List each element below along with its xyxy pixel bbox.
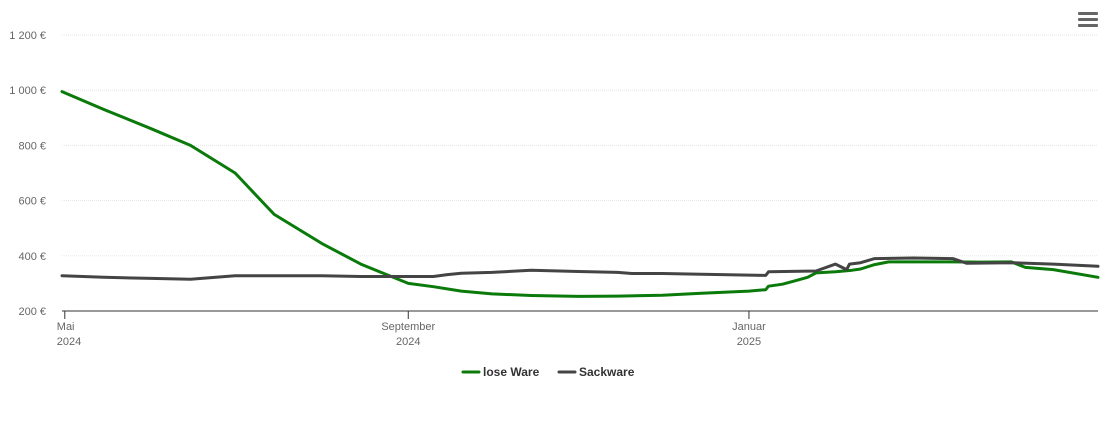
- y-axis: 200 € 400 € 600 € 800 € 1 000 € 1 200 €: [9, 30, 46, 318]
- legend-item-label[interactable]: Sackware: [579, 365, 635, 379]
- y-tick-label: 800 €: [18, 140, 46, 152]
- grid-lines: [62, 34, 1098, 257]
- series-lines: [60, 90, 1100, 298]
- legend-item-label[interactable]: lose Ware: [483, 365, 540, 379]
- y-tick-label: 1 200 €: [9, 30, 46, 42]
- y-tick-label: 1 000 €: [9, 85, 46, 97]
- x-tick-label: 2024: [396, 336, 420, 348]
- x-tick-label: September: [381, 321, 435, 333]
- y-tick-label: 600 €: [18, 196, 46, 208]
- x-tick-label: Januar: [732, 321, 766, 333]
- x-tick-label: 2025: [737, 336, 761, 348]
- series-line-0[interactable]: [60, 90, 1100, 298]
- y-tick-label: 200 €: [18, 306, 46, 318]
- y-tick-label: 400 €: [18, 251, 46, 263]
- x-tick-label: Mai: [57, 321, 75, 333]
- hamburger-menu-icon[interactable]: [1078, 12, 1098, 30]
- series-line-1[interactable]: [60, 256, 1100, 281]
- x-axis: Mai 2024 September 2024 Januar 2025: [57, 310, 1098, 348]
- legend: lose Ware Sackware: [461, 365, 635, 379]
- x-tick-label: 2024: [57, 336, 81, 348]
